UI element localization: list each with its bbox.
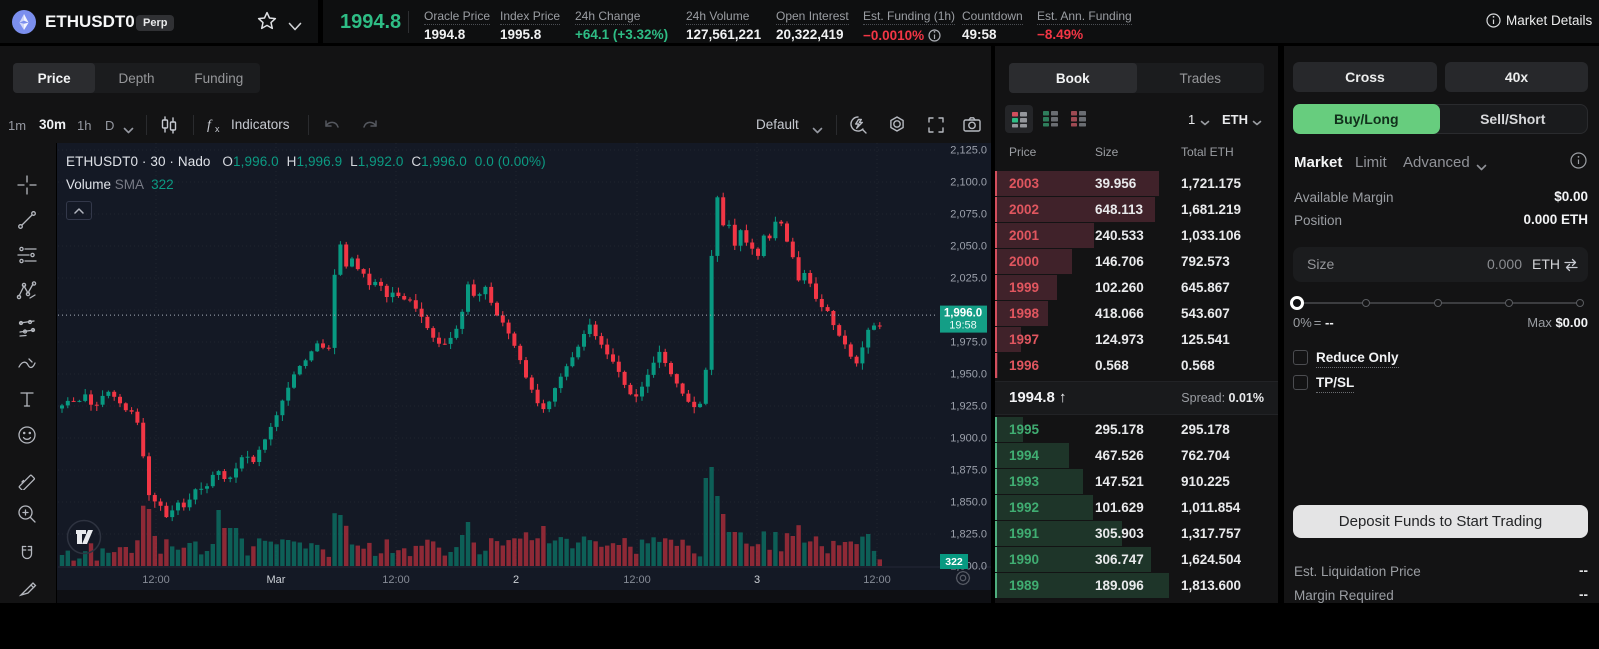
svg-text:1,975.0: 1,975.0 bbox=[950, 337, 987, 349]
svg-text:x: x bbox=[215, 124, 220, 134]
svg-text:2,125.0: 2,125.0 bbox=[950, 145, 987, 157]
svg-text:f: f bbox=[207, 118, 213, 133]
svg-text:1,875.0: 1,875.0 bbox=[950, 465, 987, 477]
svg-text:2,025.0: 2,025.0 bbox=[950, 273, 987, 285]
svg-text:19:58: 19:58 bbox=[949, 320, 977, 332]
svg-text:1,850.0: 1,850.0 bbox=[950, 497, 987, 509]
svg-text:1,950.0: 1,950.0 bbox=[950, 369, 987, 381]
svg-text:1,996.0: 1,996.0 bbox=[944, 308, 982, 320]
svg-text:2,075.0: 2,075.0 bbox=[950, 209, 987, 221]
svg-text:1,925.0: 1,925.0 bbox=[950, 401, 987, 413]
svg-text:322: 322 bbox=[945, 556, 963, 568]
svg-text:12:00: 12:00 bbox=[382, 574, 410, 586]
svg-text:3: 3 bbox=[754, 574, 760, 586]
svg-text:2,050.0: 2,050.0 bbox=[950, 241, 987, 253]
svg-text:2,100.0: 2,100.0 bbox=[950, 177, 987, 189]
svg-text:2: 2 bbox=[513, 574, 519, 586]
svg-text:12:00: 12:00 bbox=[863, 574, 891, 586]
svg-text:12:00: 12:00 bbox=[623, 574, 651, 586]
svg-text:1,825.0: 1,825.0 bbox=[950, 529, 987, 541]
svg-text:12:00: 12:00 bbox=[142, 574, 170, 586]
svg-text:1,900.0: 1,900.0 bbox=[950, 433, 987, 445]
svg-text:Mar: Mar bbox=[267, 574, 286, 586]
